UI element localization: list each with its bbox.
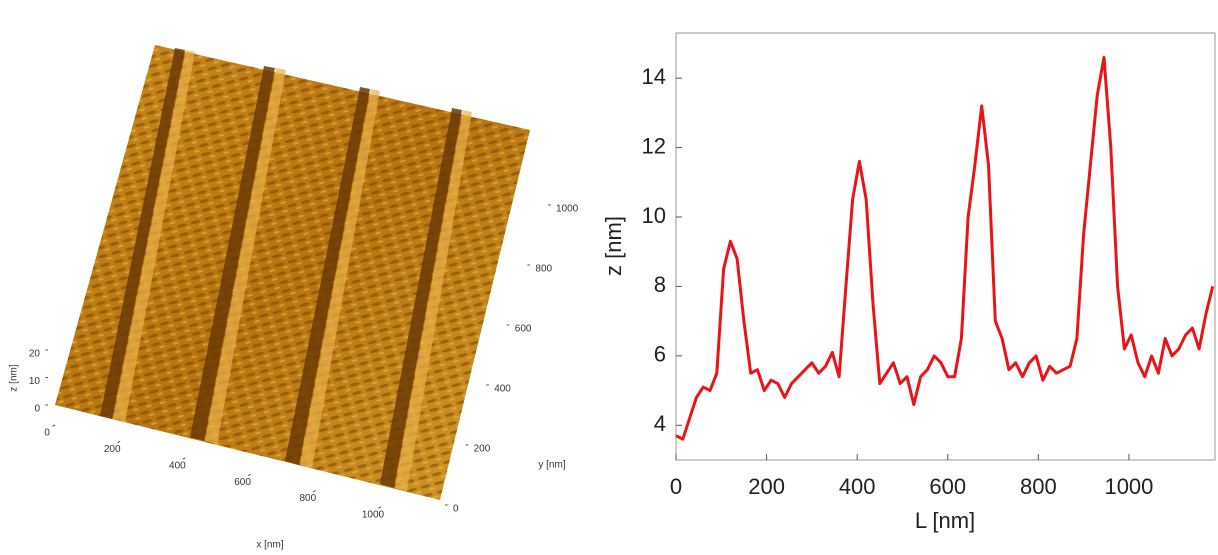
y-axis-label: y [nm] xyxy=(538,460,565,471)
tick-label: 200 xyxy=(104,444,121,455)
tick-label: 800 xyxy=(535,264,552,275)
x-tick-label: 400 xyxy=(839,474,876,499)
ridge xyxy=(205,68,286,444)
x-tick-label: 200 xyxy=(748,474,785,499)
tick-mark xyxy=(117,440,121,444)
x-axis-label: x [nm] xyxy=(256,540,283,551)
x-tick-label: 0 xyxy=(670,474,682,499)
ridge xyxy=(395,110,472,491)
tick-mark xyxy=(52,424,56,427)
x-tick-label: 600 xyxy=(929,474,966,499)
y-axis-label: z [nm] xyxy=(601,216,626,276)
line-panel: L [nm] z [nm] 0 200 400 600 800 1000 4 6 8 10 12 14 xyxy=(601,32,1216,533)
tick-label: 10 xyxy=(29,376,41,387)
ridge xyxy=(300,89,380,468)
tick-label: 600 xyxy=(515,324,532,335)
data-line xyxy=(675,55,1215,441)
tick-label: 400 xyxy=(494,384,511,395)
x-axis-label: L [nm] xyxy=(915,508,975,533)
y-tick-label: 6 xyxy=(654,342,666,367)
x-tick-label: 1000 xyxy=(1104,474,1153,499)
tick-mark xyxy=(312,490,317,493)
y-tick-label: 12 xyxy=(642,133,666,158)
groove xyxy=(190,66,275,441)
tick-label: 200 xyxy=(474,444,491,455)
z-axis-label: z [nm] xyxy=(9,364,20,391)
tick-mark xyxy=(378,506,382,509)
tick-label: 800 xyxy=(299,493,316,504)
groove xyxy=(380,108,462,488)
x-tick-label: 800 xyxy=(1020,474,1057,499)
tick-mark xyxy=(247,473,251,476)
tick-label: 0 xyxy=(44,428,50,439)
tick-label: 600 xyxy=(234,477,251,488)
tick-label: 0 xyxy=(453,504,459,515)
y-tick-label: 14 xyxy=(642,64,666,89)
tick-label: 400 xyxy=(169,460,186,471)
tick-label: 1000 xyxy=(362,510,385,521)
tick-label: 1000 xyxy=(556,204,579,215)
y-tick-label: 4 xyxy=(654,411,666,436)
tick-label: 20 xyxy=(29,349,41,360)
surface-panel: x [nm] y [nm] z [nm] 0200400600800100002… xyxy=(9,45,579,551)
ridge xyxy=(113,50,195,422)
plot-frame xyxy=(675,32,1216,461)
y-tick-label: 10 xyxy=(642,203,666,228)
y-tick-label: 8 xyxy=(654,272,666,297)
groove xyxy=(100,48,185,419)
groove xyxy=(285,87,370,465)
tick-label: 0 xyxy=(34,404,40,415)
tick-mark xyxy=(182,457,186,460)
